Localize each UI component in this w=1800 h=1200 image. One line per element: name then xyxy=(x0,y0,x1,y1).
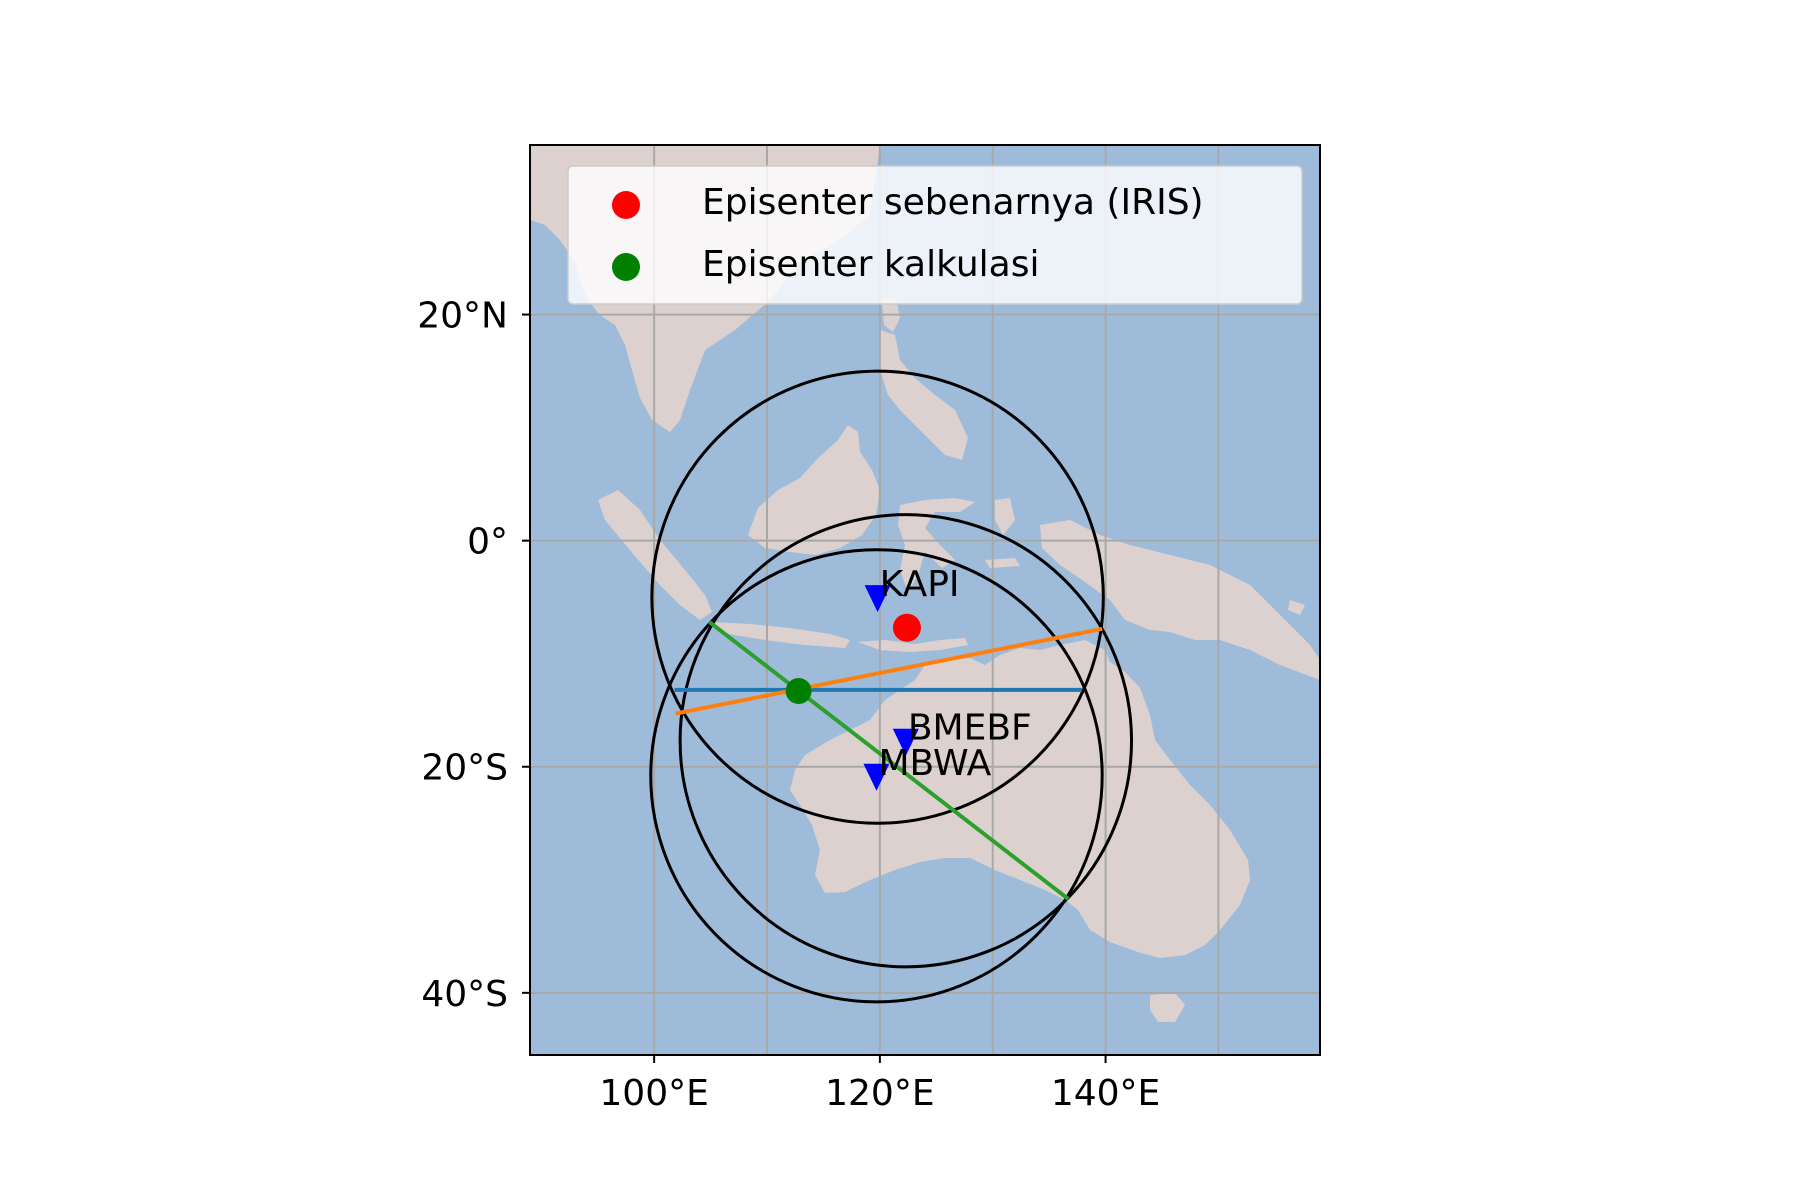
lat-tick-label: 0° xyxy=(467,522,508,563)
land-new-guinea xyxy=(1040,520,1320,680)
land-java xyxy=(712,622,850,648)
station-marker-mbwa xyxy=(863,763,890,791)
land-tasmania xyxy=(1150,993,1185,1022)
land-sulawesi xyxy=(898,498,975,592)
legend-label-iris: Episenter sebenarnya (IRIS) xyxy=(702,182,1204,223)
chord-lines xyxy=(674,620,1103,901)
lat-tick-label: 20°N xyxy=(417,296,508,337)
land-moluccas xyxy=(985,498,1020,568)
station-label-kapi: KAPI xyxy=(880,564,960,605)
lon-tick-label: 140°E xyxy=(1051,1073,1160,1114)
land-solomon-islands xyxy=(1288,600,1305,615)
land-australia xyxy=(790,640,1250,958)
legend-marker-calculated xyxy=(612,253,640,281)
station-label-mbwa: MBWA xyxy=(878,743,991,784)
distance-circle-mbwa xyxy=(649,548,1104,1004)
land-philippines xyxy=(880,330,968,460)
distance-circle-bmebf xyxy=(678,513,1134,969)
longitude-ticks: 100°E 120°E 140°E xyxy=(599,1055,1160,1114)
lat-tick-label: 40°S xyxy=(421,974,508,1015)
lat-tick-label: 20°S xyxy=(421,748,508,789)
lon-tick-label: 100°E xyxy=(599,1073,708,1114)
map-frame xyxy=(529,144,1321,1056)
distance-circle-kapi xyxy=(650,369,1105,825)
legend-box xyxy=(567,165,1303,305)
map-markers xyxy=(785,613,921,704)
calculated-epicenter-marker xyxy=(785,678,812,704)
lon-tick-label: 120°E xyxy=(825,1073,934,1114)
legend-label-calculated: Episenter kalkulasi xyxy=(702,244,1039,285)
station-label-bmebf: BMEBF xyxy=(908,708,1032,749)
chord-line-2 xyxy=(708,620,1070,901)
distance-circles xyxy=(649,369,1134,1004)
iris-epicenter-marker xyxy=(892,613,921,642)
legend-marker-iris xyxy=(612,191,640,219)
station-marker-kapi xyxy=(864,585,891,613)
chord-line-1 xyxy=(675,626,1103,716)
latitude-ticks: 20°N 0° 20°S 40°S xyxy=(417,296,530,1015)
legend: Episenter sebenarnya (IRIS) Episenter ka… xyxy=(567,165,1303,305)
station-marker-bmebf xyxy=(892,728,919,756)
land-nusa-tenggara xyxy=(858,638,968,652)
